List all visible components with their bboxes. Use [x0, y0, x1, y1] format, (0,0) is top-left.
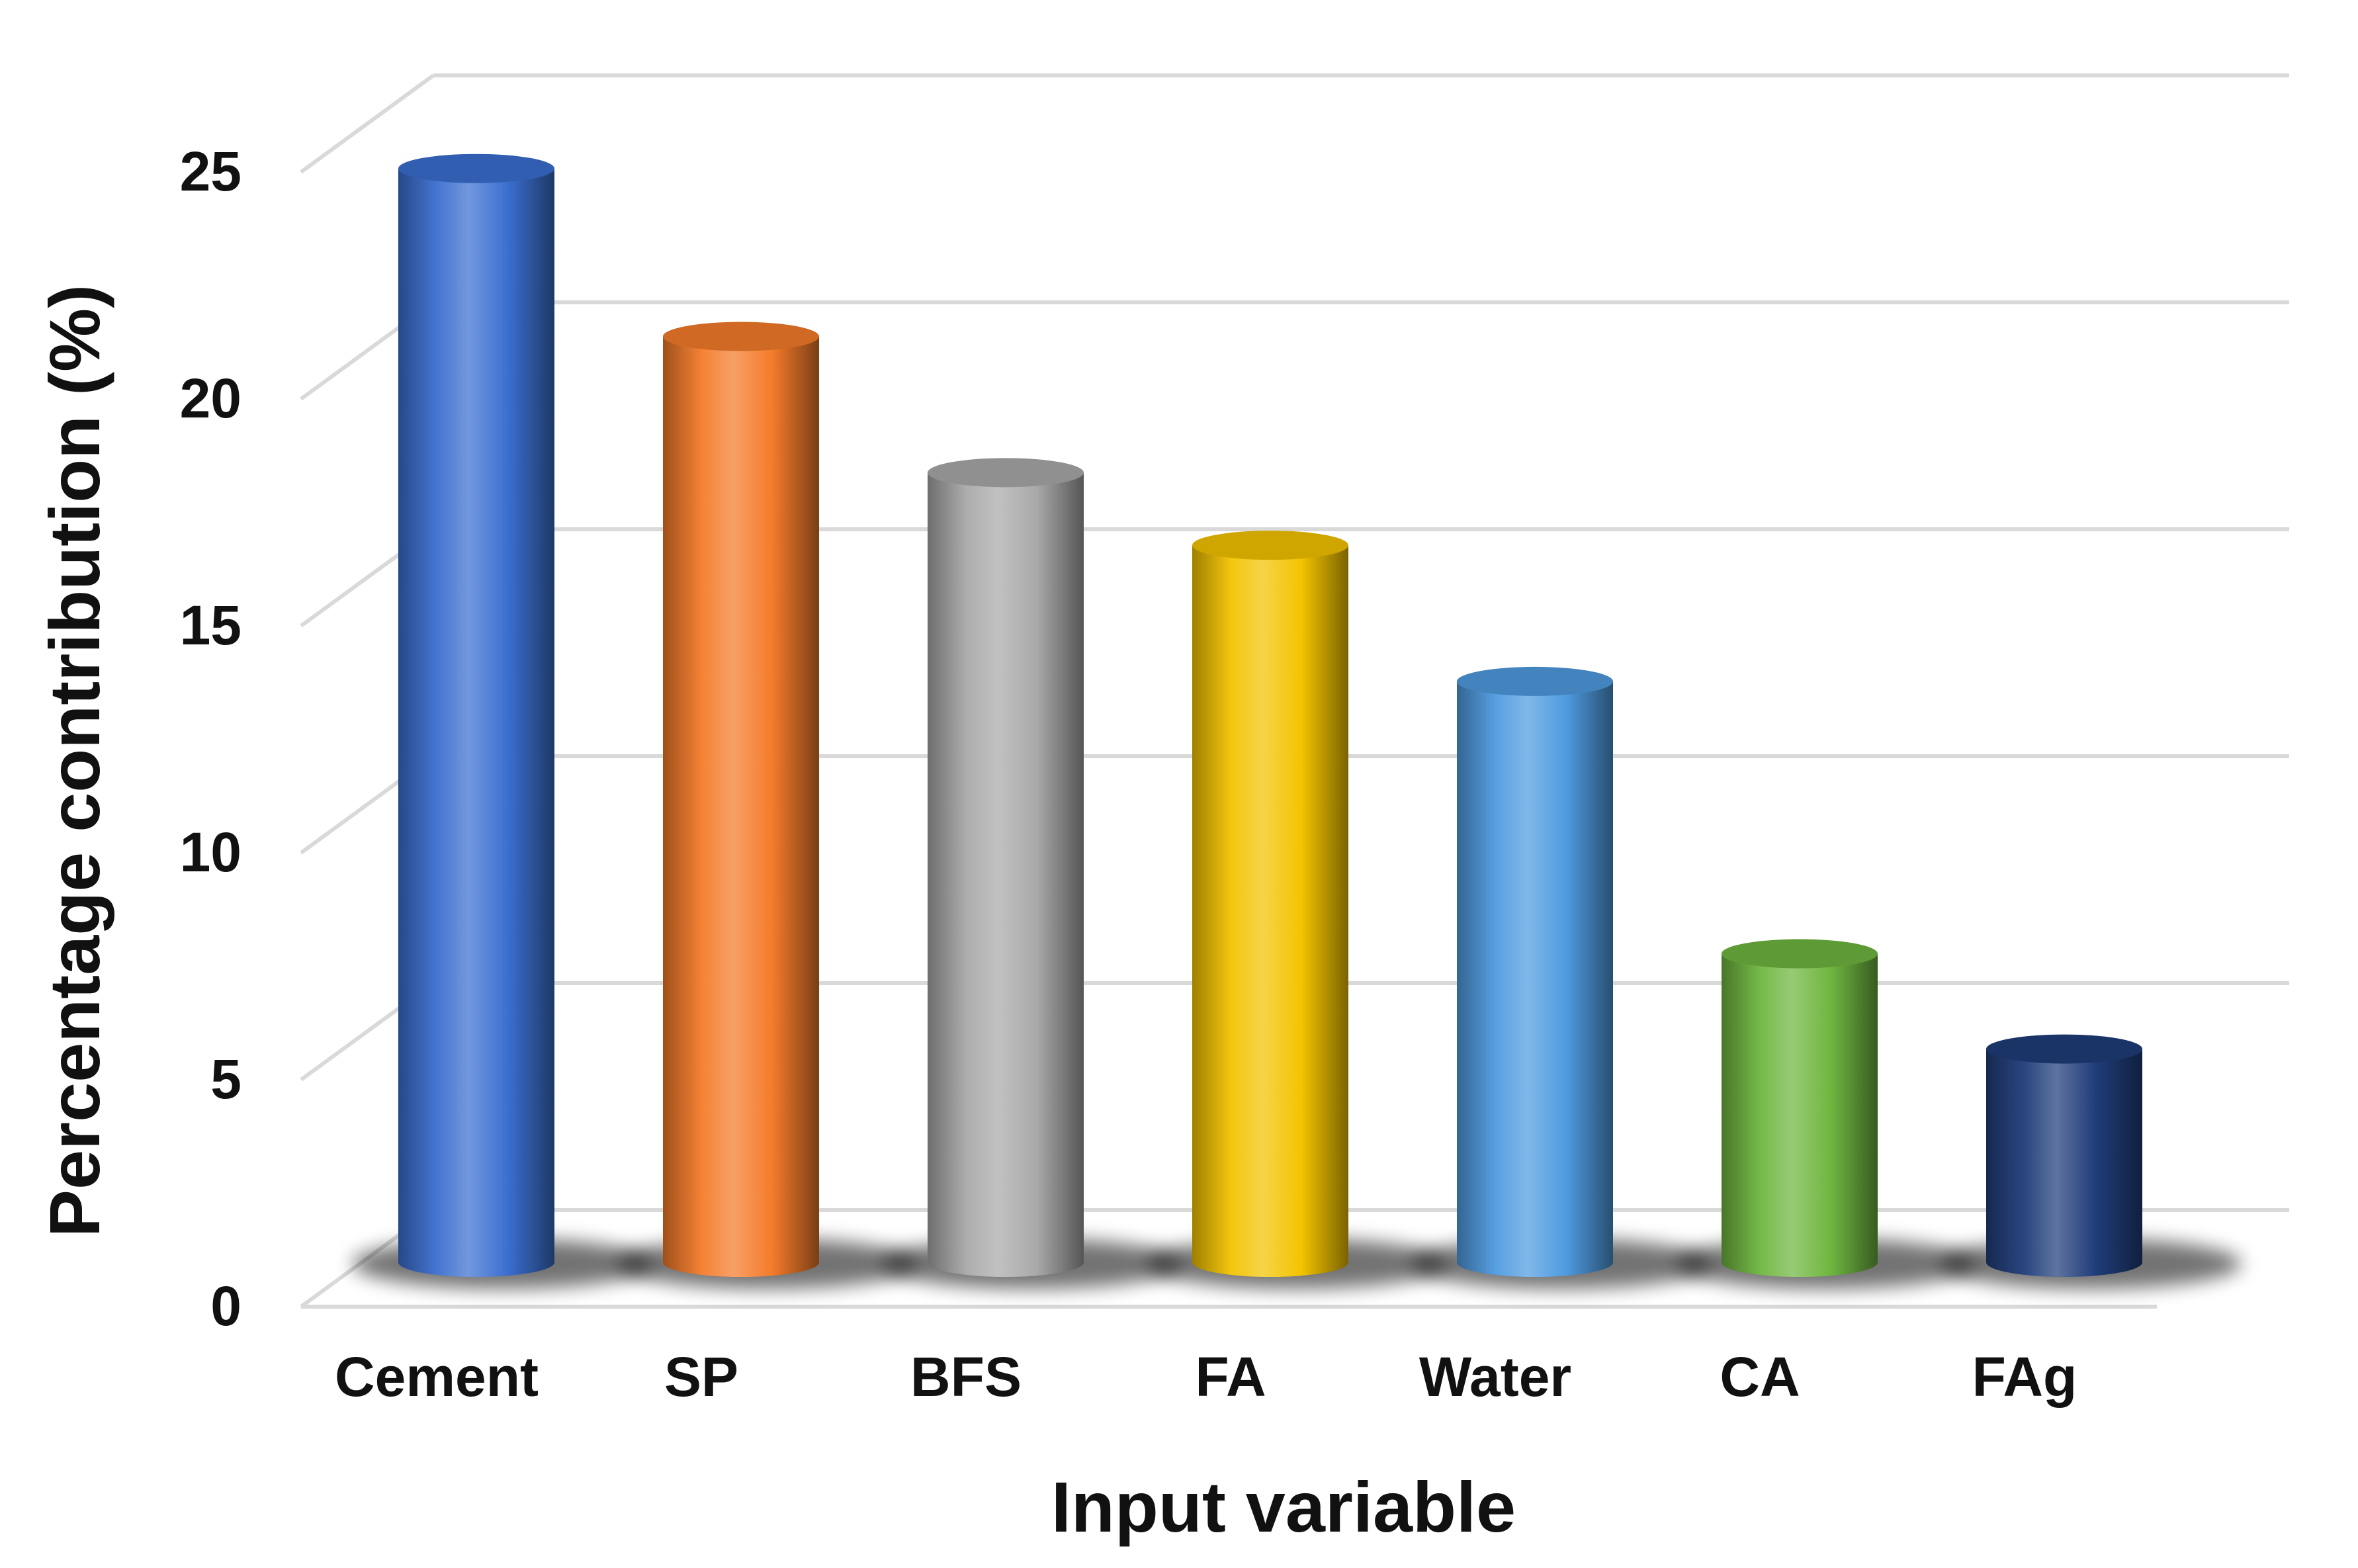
bars: [398, 153, 2142, 1278]
bar-top-cap: [663, 322, 819, 351]
bar-cement: [398, 168, 554, 1278]
bar-top-cap: [1457, 666, 1613, 696]
bar-sp: [663, 336, 819, 1277]
bar-top-cap: [1192, 531, 1348, 560]
y-tick-label: 15: [180, 594, 241, 656]
bar-ca: [1722, 953, 1878, 1277]
x-tick-label: BFS: [910, 1346, 1022, 1408]
bar-water: [1457, 681, 1613, 1277]
bar-top-cap: [928, 458, 1084, 488]
y-tick-label: 5: [210, 1048, 241, 1110]
x-tick-label: FAg: [1972, 1346, 2077, 1408]
y-axis-ticks: 0 5 10 15 20 25: [180, 140, 241, 1337]
x-tick-label: FA: [1195, 1346, 1266, 1408]
y-tick-label: 10: [180, 821, 241, 883]
y-axis-title: Percentage contribution (%): [34, 284, 114, 1237]
x-axis-ticks: Cement SP BFS FA Water CA FAg: [335, 1346, 2077, 1408]
x-axis-title: Input variable: [1051, 1467, 1516, 1547]
x-tick-label: CA: [1720, 1346, 1800, 1408]
gridline-depth: [300, 73, 435, 174]
bar-top-cap: [398, 153, 554, 183]
y-tick-label: 0: [210, 1275, 241, 1337]
bar-fag: [1986, 1049, 2142, 1277]
bar-bfs: [928, 472, 1084, 1277]
bar-fa: [1192, 545, 1348, 1277]
bar-top-cap: [1722, 939, 1878, 969]
x-tick-label: Cement: [335, 1346, 539, 1408]
x-tick-label: SP: [664, 1346, 738, 1408]
y-tick-label: 25: [180, 140, 241, 202]
bar-top-cap: [1986, 1034, 2142, 1064]
y-tick-label: 20: [180, 367, 241, 429]
x-tick-label: Water: [1419, 1346, 1571, 1408]
